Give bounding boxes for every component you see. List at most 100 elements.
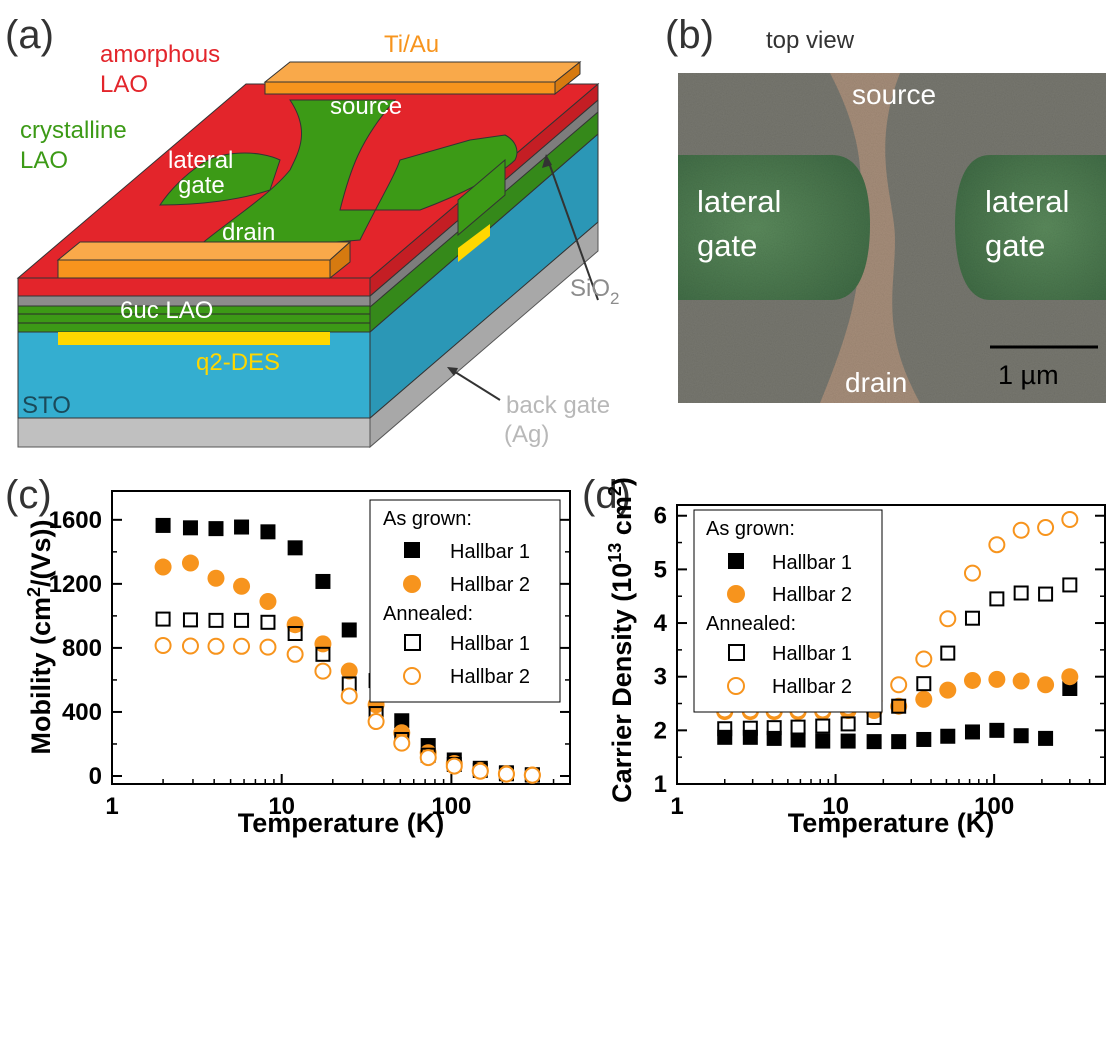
scale-bar-label: 1 µm (998, 360, 1059, 390)
data-point-annealed-hallbar-2 (419, 749, 437, 767)
data-point-annealed-hallbar-2 (963, 564, 981, 582)
legend-d-marker-4 (727, 677, 745, 695)
data-point-annealed-hallbar-2 (286, 645, 304, 663)
legend-c-series-3: Hallbar 1 (450, 633, 530, 655)
crystalline-pattern (198, 99, 518, 246)
data-point-annealed-hallbar-2 (471, 762, 489, 780)
mobility-legend-box (369, 499, 561, 703)
data-point-as-grown-hallbar-1 (1062, 680, 1078, 696)
y-tick-label: 2 (654, 717, 667, 744)
y-tick-label: 1600 (49, 507, 102, 534)
legend-d-header-2: Annealed: (706, 613, 796, 635)
legend-d-series-2: Hallbar 2 (772, 584, 852, 606)
mobility-xlabel: Temperature (K) (238, 808, 445, 838)
q2des-label: q2-DES (196, 349, 280, 376)
data-point-annealed-hallbar-2 (1037, 519, 1055, 537)
legend-d-marker-3 (728, 644, 745, 661)
mobility-ticks: 1 10 100 0 400 800 1200 1600 (49, 507, 571, 820)
sem-channel (820, 73, 920, 403)
data-point-annealed-hallbar-2 (915, 650, 933, 668)
panel-b-title: top view (766, 27, 855, 54)
data-point-as-grown-hallbar-2 (988, 670, 1006, 688)
crystalline-label: crystalline (20, 117, 127, 144)
sem-drain-label: drain (845, 367, 907, 398)
data-point-annealed-hallbar-1 (208, 612, 224, 628)
sio2-arrow (547, 159, 599, 301)
legend-d-header-1: As grown: (706, 518, 795, 540)
data-point-annealed-hallbar-2 (340, 687, 358, 705)
data-point-annealed-hallbar-2 (1061, 510, 1079, 528)
x-tick-label: 1 (105, 793, 118, 820)
data-point-annealed-hallbar-2 (1012, 521, 1030, 539)
ag-label: (Ag) (504, 421, 549, 448)
data-point-annealed-hallbar-2 (259, 638, 277, 656)
data-point-annealed-hallbar-1 (815, 718, 831, 734)
lao-green-label: LAO (20, 147, 68, 174)
x-tick-label: 10 (822, 793, 849, 820)
data-point-annealed-hallbar-1 (1062, 577, 1078, 593)
sem-gate-right-1: lateral (985, 184, 1069, 219)
drain-label: drain (222, 219, 275, 246)
data-point-as-grown-hallbar-1 (940, 728, 956, 744)
ag-layer-front (17, 417, 371, 448)
data-point-annealed-hallbar-2 (233, 637, 251, 655)
data-point-annealed-hallbar-1 (989, 591, 1005, 607)
data-point-annealed-hallbar-2 (523, 766, 541, 784)
data-point-annealed-hallbar-2 (939, 610, 957, 628)
data-point-annealed-hallbar-1 (766, 720, 782, 736)
back-gate-label: back gate (506, 392, 610, 419)
density-xlabel: Temperature (K) (788, 808, 995, 838)
data-point-annealed-hallbar-2 (314, 662, 332, 680)
data-point-as-grown-hallbar-2 (890, 697, 908, 715)
y-tick-label: 5 (654, 556, 667, 583)
data-point-as-grown-hallbar-2 (259, 592, 277, 610)
data-point-as-grown-hallbar-2 (915, 690, 933, 708)
panel-label-d: (d) (582, 473, 631, 517)
panel-a-schematic: (a) amorphous LAO crystalline LAO Ti/Au … (5, 13, 619, 449)
sem-gate-right (955, 155, 1106, 300)
data-point-annealed-hallbar-2 (890, 676, 908, 694)
y-tick-label: 800 (62, 635, 102, 662)
mobility-ylabel: Mobility (cm2/(Vs)) (24, 519, 56, 754)
sto-label: STO (22, 392, 71, 419)
amorphous-front (17, 277, 371, 297)
data-point-annealed-hallbar-2 (393, 734, 411, 752)
data-point-as-grown-hallbar-1 (287, 540, 303, 556)
data-point-annealed-hallbar-2 (367, 713, 385, 731)
lateral-gate-pad (159, 152, 281, 206)
data-point-as-grown-hallbar-1 (815, 733, 831, 749)
tiau-top-top (263, 61, 582, 83)
legend-c-series-4: Hallbar 2 (450, 666, 530, 688)
q2des-front (58, 332, 330, 345)
data-point-as-grown-hallbar-2 (207, 569, 225, 587)
data-point-annealed-hallbar-1 (315, 646, 331, 662)
data-point-annealed-hallbar-1 (234, 612, 250, 628)
sem-source-label: source (852, 79, 936, 110)
sem-gate-left (678, 155, 870, 300)
data-point-as-grown-hallbar-2 (939, 681, 957, 699)
legend-c-marker-3 (404, 634, 421, 651)
data-point-annealed-hallbar-2 (207, 637, 225, 655)
amorphous-label: amorphous (100, 41, 220, 68)
y-tick-label: 6 (654, 503, 667, 530)
gate-label: gate (178, 172, 225, 199)
density-ticks: 1 10 100 1 2 3 4 5 6 (654, 503, 1106, 820)
data-point-annealed-hallbar-1 (182, 612, 198, 628)
legend-d-marker-1 (728, 553, 744, 569)
data-point-annealed-hallbar-1 (916, 676, 932, 692)
carrier-density-chart: (d) 1 10 100 1 2 3 4 5 6 Temperature (K) Carrier… (582, 473, 1106, 838)
data-point-annealed-hallbar-1 (155, 611, 171, 627)
data-point-as-grown-hallbar-2 (154, 558, 172, 576)
data-point-annealed-hallbar-2 (154, 637, 172, 655)
data-point-annealed-hallbar-2 (445, 757, 463, 775)
data-point-as-grown-hallbar-1 (964, 724, 980, 740)
data-point-as-grown-hallbar-2 (963, 671, 981, 689)
panel-label-c: (c) (5, 473, 52, 517)
x-tick-label: 100 (431, 793, 471, 820)
data-point-annealed-hallbar-1 (287, 625, 303, 641)
panel-b-sem: (b) top view source drain lateral gate l… (665, 13, 1106, 403)
legend-c-header-2: Annealed: (383, 603, 473, 625)
legend-c-header-1: As grown: (383, 508, 472, 530)
y-tick-label: 1200 (49, 571, 102, 598)
y-tick-label: 0 (89, 763, 102, 790)
